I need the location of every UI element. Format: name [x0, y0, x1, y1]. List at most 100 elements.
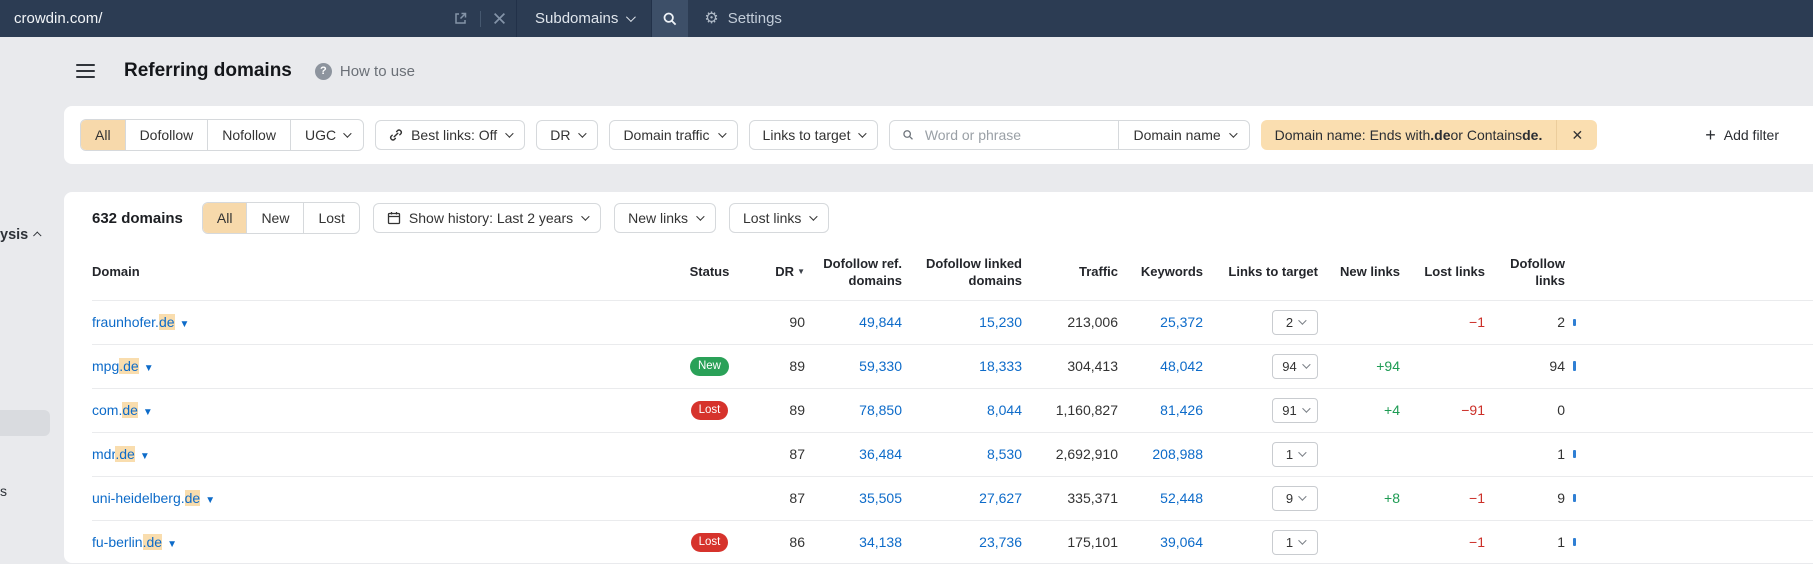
links-to-target-select[interactable]: 91	[1272, 397, 1318, 423]
dofollow-ref-domains-link[interactable]: 36,484	[859, 446, 902, 463]
sort-desc-icon: ▼	[797, 267, 805, 277]
links-to-target-select[interactable]: 1	[1272, 529, 1318, 555]
dofollow-linked-domains-link[interactable]: 18,333	[979, 358, 1022, 375]
keywords-link[interactable]: 48,042	[1160, 358, 1203, 375]
domain-link[interactable]: fraunhofer.de	[92, 314, 175, 331]
dofollow-ref-domains-link[interactable]: 78,850	[859, 402, 902, 419]
remove-filter-icon[interactable]: ✕	[1556, 120, 1597, 150]
domain-link[interactable]: fu-berlin.de	[92, 534, 163, 551]
show-history-button[interactable]: Show history: Last 2 years	[372, 203, 602, 233]
search-field-selector[interactable]: Domain name	[1118, 121, 1248, 149]
dr-filter-button[interactable]: DR	[536, 120, 599, 150]
traffic-value: 335,371	[1067, 490, 1118, 507]
sidebar-collapsed-section[interactable]: ysis	[0, 227, 42, 243]
domain-link[interactable]: mpg.de	[92, 358, 139, 375]
add-filter-button[interactable]: + Add filter	[1705, 126, 1779, 144]
clear-input-icon[interactable]	[493, 12, 506, 25]
links-to-target-select[interactable]: 94	[1272, 353, 1318, 379]
chevron-down-icon	[1301, 360, 1311, 370]
links-to-target-select[interactable]: 1	[1272, 441, 1318, 467]
chevron-down-icon[interactable]: ▼	[143, 363, 154, 375]
tab-dofollow[interactable]: Dofollow	[124, 120, 208, 150]
dofollow-links-value: 94	[1549, 358, 1565, 375]
chevron-down-icon[interactable]: ▼	[205, 495, 216, 507]
chevron-down-icon[interactable]: ▼	[167, 539, 177, 551]
how-to-use-label: How to use	[339, 62, 415, 80]
new-links-value: +94	[1376, 358, 1400, 375]
keywords-link[interactable]: 25,372	[1160, 314, 1203, 331]
active-filter-chip: Domain name: Ends with .de or Contains d…	[1260, 120, 1598, 150]
dofollow-linked-domains-link[interactable]: 23,736	[979, 534, 1022, 551]
tab-nofollow[interactable]: Nofollow	[207, 120, 290, 150]
dofollow-ref-domains-link[interactable]: 35,505	[859, 490, 902, 507]
dofollow-ref-domains-link[interactable]: 49,844	[859, 314, 902, 331]
links-to-target-filter-button[interactable]: Links to target	[748, 120, 879, 150]
lost-links-button[interactable]: Lost links	[729, 203, 830, 233]
tab-status-new[interactable]: New	[246, 203, 303, 233]
target-url-value[interactable]: crowdin.com/	[14, 10, 103, 27]
column-header-traffic[interactable]: Traffic	[1078, 264, 1118, 280]
dr-value: 89	[789, 402, 805, 419]
column-header-lost-links[interactable]: Lost links	[1424, 264, 1485, 280]
word-search-input[interactable]	[922, 126, 1107, 144]
dr-value: 86	[789, 534, 805, 551]
tab-status-lost[interactable]: Lost	[303, 203, 358, 233]
domain-link[interactable]: uni-heidelberg.de	[92, 490, 201, 507]
new-links-button[interactable]: New links	[614, 203, 717, 233]
dofollow-ref-domains-link[interactable]: 59,330	[859, 358, 902, 375]
column-header-keywords[interactable]: Keywords	[1140, 264, 1203, 280]
column-header-dr[interactable]: DR ▼	[775, 264, 805, 280]
word-search-field[interactable]	[890, 121, 1118, 149]
domain-link[interactable]: mdr.de	[92, 446, 135, 463]
tab-ugc[interactable]: UGC	[289, 120, 363, 150]
external-link-icon[interactable]	[453, 11, 468, 26]
settings-button[interactable]: ⚙ Settings	[704, 0, 782, 37]
sidebar-item-label[interactable]: s	[0, 483, 7, 499]
menu-icon[interactable]	[76, 63, 95, 79]
column-header-links-to-target[interactable]: Links to target	[1228, 264, 1318, 280]
sidebar-active-item[interactable]	[0, 410, 50, 436]
best-links-button[interactable]: Best links: Off	[375, 120, 526, 150]
column-header-dofollow-ref[interactable]: Dofollow ref. domains	[823, 256, 902, 288]
tab-ugc-label: UGC	[304, 127, 337, 143]
domain-link[interactable]: com.de	[92, 402, 138, 419]
search-field-label: Domain name	[1133, 127, 1221, 143]
chevron-down-icon	[578, 129, 588, 138]
tab-all[interactable]: All	[81, 120, 125, 150]
search-icon	[903, 130, 914, 140]
column-header-new-links[interactable]: New links	[1340, 264, 1400, 280]
show-history-label: Show history: Last 2 years	[408, 210, 574, 226]
column-header-dofollow-linked[interactable]: Dofollow linked domains	[925, 256, 1022, 288]
chevron-down-icon[interactable]: ▼	[142, 407, 153, 419]
search-icon	[663, 12, 677, 25]
table-row: mdr.de ▼ 87 36,484 8,530 2,692,910 208,98…	[92, 431, 1813, 476]
column-header-domain[interactable]: Domain	[92, 264, 140, 280]
column-header-status[interactable]: Status	[689, 264, 730, 280]
plus-icon: +	[1705, 125, 1716, 145]
dofollow-linked-domains-link[interactable]: 15,230	[979, 314, 1022, 331]
keywords-link[interactable]: 39,064	[1160, 534, 1203, 551]
chevron-down-icon	[343, 129, 352, 138]
chevron-down-icon[interactable]: ▼	[179, 319, 190, 331]
column-header-dofollow-links[interactable]: Dofollow links	[1510, 256, 1565, 288]
links-to-target-select[interactable]: 9	[1272, 485, 1318, 511]
dofollow-links-value: 0	[1557, 402, 1565, 419]
links-to-target-select[interactable]: 2	[1272, 309, 1318, 335]
chevron-down-icon	[717, 129, 727, 138]
target-url-input[interactable]: crowdin.com/	[0, 0, 516, 37]
domain-traffic-filter-button[interactable]: Domain traffic	[609, 120, 738, 150]
scope-dropdown[interactable]: Subdomains	[517, 0, 651, 37]
chevron-down-icon	[1298, 492, 1307, 502]
keywords-link[interactable]: 208,988	[1152, 446, 1203, 463]
dofollow-linked-domains-link[interactable]: 8,044	[986, 402, 1022, 419]
keywords-link[interactable]: 81,426	[1160, 402, 1203, 419]
dofollow-ref-domains-link[interactable]: 34,138	[859, 534, 902, 551]
search-submit-button[interactable]	[652, 0, 689, 37]
tab-status-all[interactable]: All	[202, 203, 247, 233]
how-to-use-link[interactable]: ? How to use	[314, 62, 415, 80]
dofollow-linked-domains-link[interactable]: 27,627	[979, 490, 1022, 507]
chevron-down-icon[interactable]: ▼	[139, 451, 150, 463]
dofollow-linked-domains-link[interactable]: 8,530	[986, 446, 1022, 463]
keywords-link[interactable]: 52,448	[1160, 490, 1203, 507]
active-filter-text[interactable]: Domain name: Ends with .de or Contains d…	[1274, 127, 1543, 143]
